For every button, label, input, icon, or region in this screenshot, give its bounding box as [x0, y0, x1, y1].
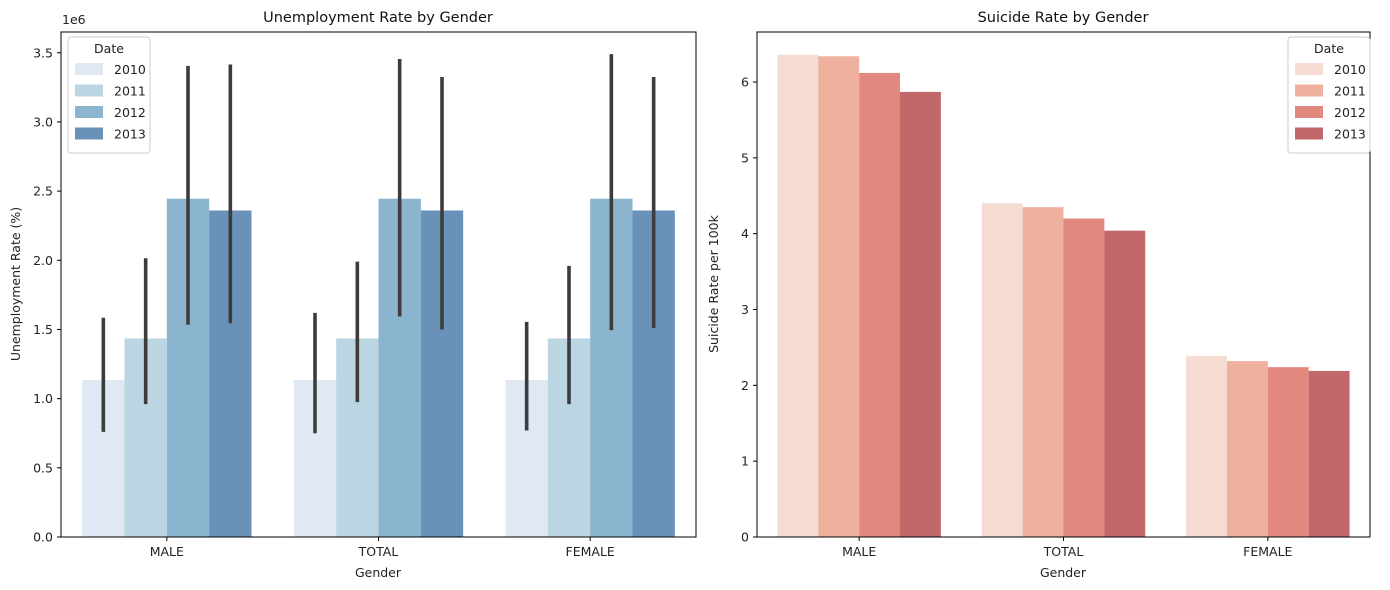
legend-swatch-2013	[75, 127, 103, 140]
legend-swatch-2012	[75, 106, 103, 118]
bar-2013-male	[900, 91, 941, 538]
bar-2012-female	[1267, 367, 1309, 537]
bar-2011-total	[1022, 207, 1064, 537]
suicide-chart: Suicide Rate by Gender Gender Suicide Ra…	[706, 10, 1371, 580]
y-scale-note: 1e6	[62, 12, 86, 27]
x-tick-label: MALE	[842, 544, 876, 559]
y-tick-label: 3.0	[33, 114, 53, 129]
legend-swatch-2010	[75, 63, 103, 75]
x-tick-label: TOTAL	[1043, 544, 1084, 559]
legend-swatch-2010	[1295, 63, 1323, 75]
y-tick-label: 0.5	[33, 460, 53, 475]
y-tick-label: 6	[741, 75, 749, 90]
x-tick-label: FEMALE	[566, 544, 615, 559]
x-tick-label: FEMALE	[1243, 544, 1292, 559]
legend-label-2010: 2010	[1334, 62, 1366, 77]
legend-swatch-2012	[1295, 106, 1323, 118]
chart-title: Unemployment Rate by Gender	[263, 10, 493, 26]
y-tick-label: 2.0	[33, 253, 53, 268]
bar-2011-male	[818, 56, 860, 537]
y-tick-label: 3	[741, 302, 749, 317]
y-tick-label: 1.0	[33, 391, 53, 406]
unemployment-chart: Unemployment Rate by Gender 1e6 Gender U…	[8, 10, 697, 580]
legend-label-2010: 2010	[114, 62, 146, 77]
y-tick-label: 3.5	[33, 45, 53, 60]
x-tick-label: MALE	[150, 544, 184, 559]
legend-swatch-2011	[75, 84, 103, 97]
legend-swatch-2013	[1295, 127, 1323, 140]
legend-label-2011: 2011	[114, 84, 146, 99]
legend-label-2012: 2012	[114, 105, 146, 120]
y-tick-label: 4	[741, 226, 749, 241]
y-tick-label: 1	[741, 454, 749, 469]
legend: Date 2010 2011 2012 2013	[67, 36, 151, 154]
bar-2013-female	[1308, 370, 1350, 537]
bar-2011-female	[1226, 361, 1268, 537]
bar-2012-total	[1063, 218, 1105, 537]
y-tick-label: 0	[741, 530, 749, 545]
legend-swatch-2011	[1295, 84, 1323, 97]
x-tick-label: TOTAL	[358, 544, 399, 559]
y-axis-label: Unemployment Rate (%)	[8, 207, 23, 361]
y-tick-label: 5	[741, 150, 749, 165]
legend-title: Date	[1314, 41, 1344, 56]
y-tick-label: 0.0	[33, 530, 53, 545]
legend-label-2012: 2012	[1334, 105, 1366, 120]
y-axis-label: Suicide Rate per 100k	[706, 214, 721, 353]
y-tick-label: 2.5	[33, 184, 53, 199]
y-tick-label: 1.5	[33, 322, 53, 337]
plot-area: 0.0 0.5 1.0 1.5 2.0 2.5 3.0 3.5 MALE TOTAL FEMALE D…	[33, 31, 697, 559]
bar-2010-total	[981, 203, 1023, 537]
legend-label-2013: 2013	[114, 127, 146, 142]
bar-2013-total	[1104, 230, 1146, 537]
plot-area: 0 1 2 3 4 5 6 MALE TOTAL FEMALE Date 2010 2011 2012 20…	[741, 31, 1371, 559]
y-tick-label: 2	[741, 378, 749, 393]
bar-2010-male	[777, 54, 819, 537]
bar-2012-male	[859, 72, 901, 537]
legend: Date 2010 2011 2012 2013	[1287, 36, 1371, 154]
legend-label-2011: 2011	[1334, 84, 1366, 99]
legend-title: Date	[94, 41, 124, 56]
x-axis-label: Gender	[355, 565, 402, 580]
x-axis-label: Gender	[1040, 565, 1087, 580]
bar-2010-female	[1186, 355, 1227, 537]
chart-title: Suicide Rate by Gender	[978, 10, 1149, 26]
legend-label-2013: 2013	[1334, 127, 1366, 142]
